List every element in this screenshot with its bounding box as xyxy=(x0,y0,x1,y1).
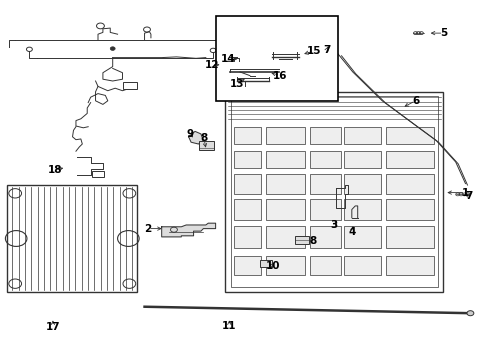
Bar xyxy=(386,127,434,144)
Bar xyxy=(234,151,261,168)
Text: 14: 14 xyxy=(221,54,236,64)
Text: 8: 8 xyxy=(200,132,207,143)
Bar xyxy=(344,226,381,248)
Bar xyxy=(310,256,341,275)
Bar xyxy=(310,226,341,248)
Bar xyxy=(310,174,341,194)
Bar xyxy=(266,174,305,194)
Text: 10: 10 xyxy=(266,261,280,271)
Text: 7: 7 xyxy=(323,45,331,55)
Text: 6: 6 xyxy=(412,96,419,106)
Bar xyxy=(386,151,434,168)
Bar xyxy=(344,174,381,194)
Bar xyxy=(7,185,137,292)
Text: 7: 7 xyxy=(466,191,473,201)
Bar xyxy=(386,256,434,275)
Bar xyxy=(225,92,443,292)
Bar xyxy=(199,141,214,150)
Text: 17: 17 xyxy=(46,321,60,332)
Bar xyxy=(266,127,305,144)
Bar xyxy=(234,127,261,144)
Bar xyxy=(234,226,261,248)
Bar xyxy=(344,199,381,220)
Bar xyxy=(386,174,434,194)
Polygon shape xyxy=(162,223,216,237)
Bar xyxy=(295,236,309,244)
Bar xyxy=(386,199,434,220)
Text: 3: 3 xyxy=(331,220,338,230)
Text: 4: 4 xyxy=(348,227,356,237)
Bar xyxy=(386,226,434,248)
Bar xyxy=(234,174,261,194)
Text: 8: 8 xyxy=(309,236,316,246)
Circle shape xyxy=(467,311,474,316)
Text: 15: 15 xyxy=(306,46,321,56)
Bar xyxy=(310,199,341,220)
Text: 13: 13 xyxy=(230,78,245,89)
Bar xyxy=(344,127,381,144)
Bar xyxy=(216,16,338,101)
Text: 18: 18 xyxy=(48,165,62,175)
Text: 11: 11 xyxy=(222,321,237,331)
Text: 12: 12 xyxy=(204,60,219,70)
Bar xyxy=(344,151,381,168)
Bar xyxy=(92,171,104,177)
Bar xyxy=(310,151,341,168)
Bar xyxy=(266,151,305,168)
Polygon shape xyxy=(189,131,203,144)
Bar xyxy=(260,260,272,267)
Bar xyxy=(310,127,341,144)
Text: 1: 1 xyxy=(462,188,469,198)
Text: 16: 16 xyxy=(273,71,288,81)
Bar xyxy=(234,199,261,220)
Bar xyxy=(266,256,305,275)
Bar xyxy=(122,82,137,89)
Text: 2: 2 xyxy=(145,224,151,234)
Circle shape xyxy=(110,47,115,50)
Text: 9: 9 xyxy=(187,129,194,139)
Text: 5: 5 xyxy=(440,28,447,38)
Bar xyxy=(231,96,438,287)
Bar xyxy=(266,199,305,220)
Bar xyxy=(266,226,305,248)
Bar xyxy=(344,256,381,275)
Bar xyxy=(234,256,261,275)
